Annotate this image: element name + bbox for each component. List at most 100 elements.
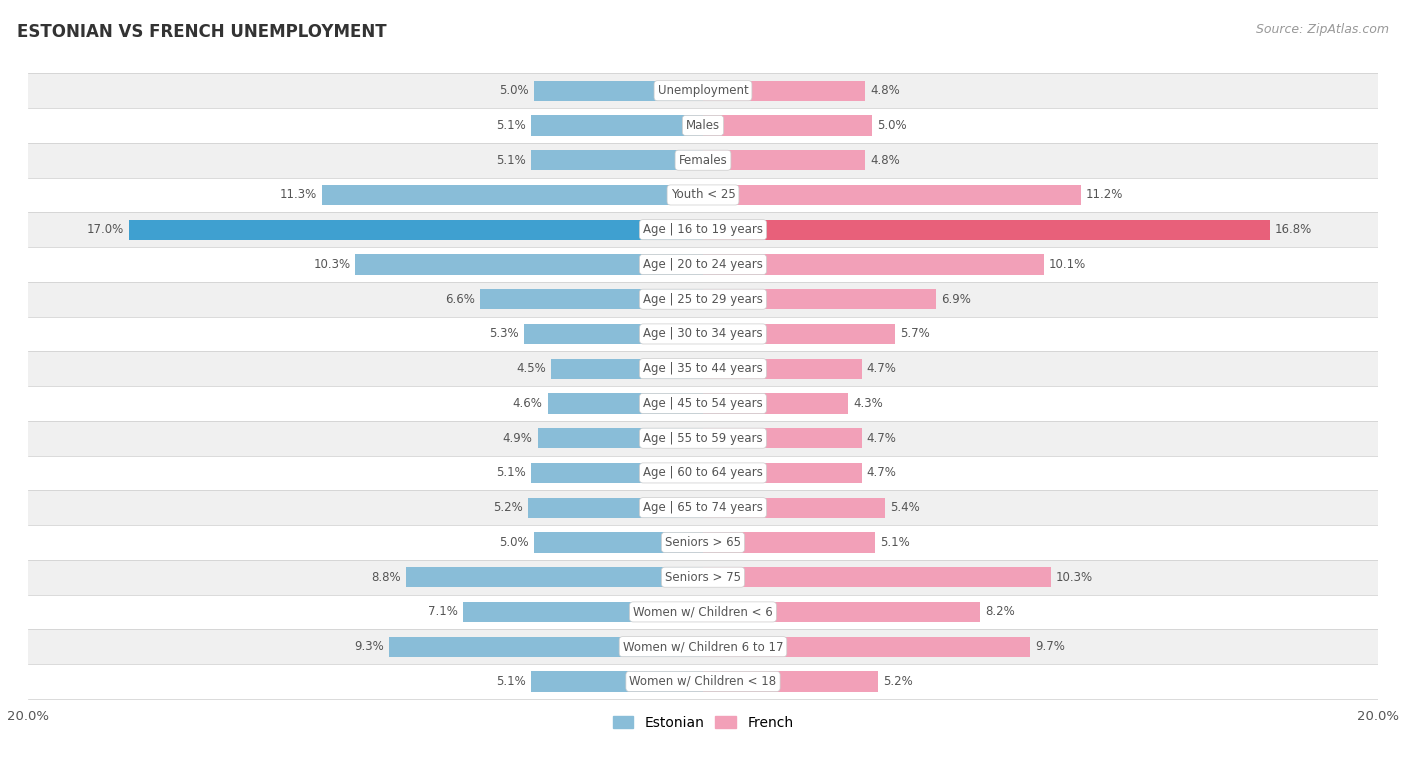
Bar <box>28 456 1378 491</box>
Text: 11.3%: 11.3% <box>280 188 316 201</box>
Bar <box>534 532 703 553</box>
Bar <box>703 220 1270 240</box>
Text: 4.3%: 4.3% <box>853 397 883 410</box>
Text: 5.7%: 5.7% <box>900 328 931 341</box>
Text: Women w/ Children 6 to 17: Women w/ Children 6 to 17 <box>623 640 783 653</box>
Text: 16.8%: 16.8% <box>1275 223 1312 236</box>
Text: Youth < 25: Youth < 25 <box>671 188 735 201</box>
Text: 8.2%: 8.2% <box>984 606 1015 618</box>
Text: 4.9%: 4.9% <box>503 431 533 444</box>
Bar <box>406 567 703 587</box>
Text: 5.1%: 5.1% <box>880 536 910 549</box>
Text: 6.9%: 6.9% <box>941 293 970 306</box>
Text: Age | 45 to 54 years: Age | 45 to 54 years <box>643 397 763 410</box>
Text: 5.0%: 5.0% <box>499 536 529 549</box>
Bar <box>28 212 1378 247</box>
Bar <box>28 108 1378 143</box>
Bar <box>703 254 1043 275</box>
Bar <box>703 428 862 448</box>
Text: 17.0%: 17.0% <box>87 223 124 236</box>
Bar <box>28 525 1378 560</box>
Bar <box>703 289 936 310</box>
Bar <box>464 602 703 622</box>
Text: 5.3%: 5.3% <box>489 328 519 341</box>
Bar <box>524 324 703 344</box>
Text: 6.6%: 6.6% <box>446 293 475 306</box>
Text: Seniors > 65: Seniors > 65 <box>665 536 741 549</box>
Bar <box>551 359 703 378</box>
Text: ESTONIAN VS FRENCH UNEMPLOYMENT: ESTONIAN VS FRENCH UNEMPLOYMENT <box>17 23 387 41</box>
Bar <box>28 594 1378 629</box>
Text: 11.2%: 11.2% <box>1085 188 1123 201</box>
Bar <box>703 81 865 101</box>
Bar <box>703 359 862 378</box>
Text: Seniors > 75: Seniors > 75 <box>665 571 741 584</box>
Text: 8.8%: 8.8% <box>371 571 401 584</box>
Text: 4.6%: 4.6% <box>513 397 543 410</box>
Bar <box>28 386 1378 421</box>
Text: Women w/ Children < 18: Women w/ Children < 18 <box>630 675 776 688</box>
Bar <box>28 351 1378 386</box>
Bar <box>356 254 703 275</box>
Bar <box>703 150 865 170</box>
Bar <box>129 220 703 240</box>
Text: 4.7%: 4.7% <box>866 431 897 444</box>
Text: Age | 55 to 59 years: Age | 55 to 59 years <box>643 431 763 444</box>
Text: 4.5%: 4.5% <box>516 362 546 375</box>
Text: 5.1%: 5.1% <box>496 154 526 167</box>
Bar <box>322 185 703 205</box>
Text: 5.2%: 5.2% <box>492 501 523 514</box>
Bar <box>703 532 875 553</box>
Bar <box>481 289 703 310</box>
Bar <box>531 150 703 170</box>
Text: Females: Females <box>679 154 727 167</box>
Bar <box>703 463 862 483</box>
Text: Age | 35 to 44 years: Age | 35 to 44 years <box>643 362 763 375</box>
Text: 5.1%: 5.1% <box>496 119 526 132</box>
Text: 4.8%: 4.8% <box>870 84 900 97</box>
Bar <box>28 491 1378 525</box>
Bar <box>28 73 1378 108</box>
Text: 7.1%: 7.1% <box>429 606 458 618</box>
Bar <box>28 629 1378 664</box>
Text: Males: Males <box>686 119 720 132</box>
Bar <box>703 567 1050 587</box>
Text: Age | 60 to 64 years: Age | 60 to 64 years <box>643 466 763 479</box>
Bar <box>703 324 896 344</box>
Bar <box>703 185 1081 205</box>
Bar <box>537 428 703 448</box>
Text: Age | 65 to 74 years: Age | 65 to 74 years <box>643 501 763 514</box>
Text: 5.1%: 5.1% <box>496 675 526 688</box>
Text: 9.7%: 9.7% <box>1035 640 1066 653</box>
Bar <box>28 664 1378 699</box>
Bar <box>703 497 886 518</box>
Text: Unemployment: Unemployment <box>658 84 748 97</box>
Text: Women w/ Children < 6: Women w/ Children < 6 <box>633 606 773 618</box>
Text: 5.1%: 5.1% <box>496 466 526 479</box>
Bar <box>548 394 703 413</box>
Text: 5.0%: 5.0% <box>877 119 907 132</box>
Bar <box>28 421 1378 456</box>
Text: Age | 30 to 34 years: Age | 30 to 34 years <box>643 328 763 341</box>
Text: 10.3%: 10.3% <box>314 258 350 271</box>
Bar <box>531 671 703 691</box>
Bar <box>28 178 1378 212</box>
Text: Age | 25 to 29 years: Age | 25 to 29 years <box>643 293 763 306</box>
Bar <box>28 247 1378 282</box>
Bar <box>703 602 980 622</box>
Text: 5.2%: 5.2% <box>883 675 914 688</box>
Bar <box>28 560 1378 594</box>
Bar <box>703 637 1031 657</box>
Bar <box>527 497 703 518</box>
Bar <box>28 143 1378 178</box>
Bar <box>28 316 1378 351</box>
Bar <box>531 463 703 483</box>
Bar <box>389 637 703 657</box>
Bar <box>28 282 1378 316</box>
Text: 4.8%: 4.8% <box>870 154 900 167</box>
Text: Age | 20 to 24 years: Age | 20 to 24 years <box>643 258 763 271</box>
Bar <box>703 394 848 413</box>
Text: 4.7%: 4.7% <box>866 362 897 375</box>
Bar <box>534 81 703 101</box>
Text: 5.0%: 5.0% <box>499 84 529 97</box>
